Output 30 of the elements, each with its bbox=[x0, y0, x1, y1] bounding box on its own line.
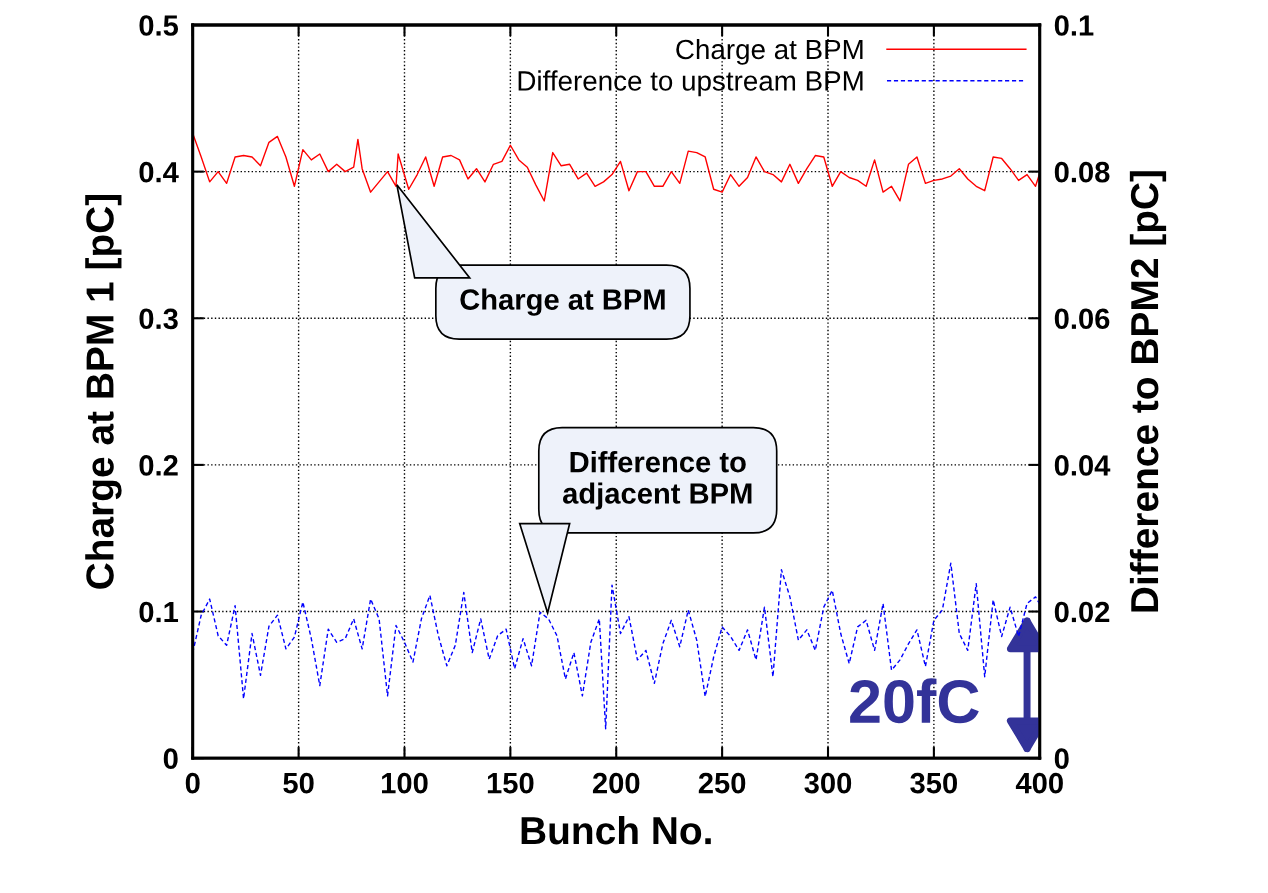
y-axis-title: Charge at BPM 1 [pC] bbox=[85, 194, 122, 589]
y-tick-label: 0.1 bbox=[139, 601, 179, 623]
x-tick-label: 350 bbox=[910, 772, 958, 794]
legend-label: Difference to upstream BPM bbox=[518, 70, 863, 97]
y2-tick-label: 0.08 bbox=[1054, 161, 1110, 183]
x-tick-label: 250 bbox=[698, 772, 746, 794]
x-tick-label: 0 bbox=[185, 772, 200, 794]
x-tick-label: 50 bbox=[283, 772, 314, 794]
x-tick-label: 300 bbox=[804, 772, 852, 794]
y2-tick-label: 0.1 bbox=[1054, 15, 1094, 36]
x-tick-label: 200 bbox=[592, 772, 640, 794]
y-tick-label: 0.5 bbox=[139, 15, 179, 36]
y2-tick-label: 0 bbox=[1054, 748, 1069, 770]
y2-tick-label: 0.06 bbox=[1054, 308, 1110, 330]
legend-label: Charge at BPM bbox=[676, 38, 863, 65]
annotation: Charge at BPM bbox=[460, 288, 665, 316]
annotation: 20fC bbox=[850, 678, 979, 724]
x-tick-label: 150 bbox=[487, 772, 534, 794]
y-tick-label: 0 bbox=[163, 748, 178, 770]
y2-tick-label: 0.02 bbox=[1054, 601, 1110, 623]
x-tick-label: 400 bbox=[1015, 772, 1063, 794]
x-tick-label: 100 bbox=[382, 772, 428, 794]
y-tick-label: 0.4 bbox=[139, 161, 179, 183]
line-series bbox=[192, 562, 1040, 730]
y2-tick-label: 0.04 bbox=[1054, 455, 1111, 476]
y-tick-label: 0.2 bbox=[139, 455, 178, 476]
y-tick-label: 0.3 bbox=[139, 308, 178, 330]
annotation: Difference to adjacent BPM bbox=[562, 450, 752, 510]
x-axis-title: Bunch No. bbox=[521, 815, 711, 845]
y2-axis-title: Difference to BPM2 [pC] bbox=[1129, 171, 1167, 612]
